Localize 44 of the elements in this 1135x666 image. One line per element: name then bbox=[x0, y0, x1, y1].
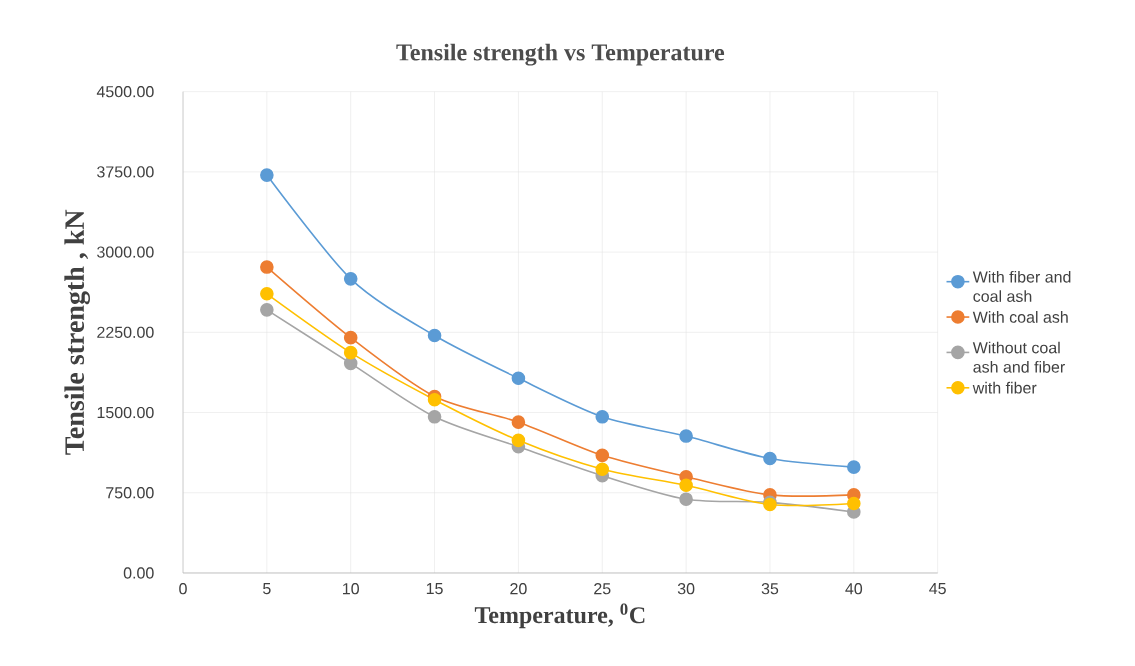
x-tick-label: 15 bbox=[426, 583, 443, 595]
point bbox=[343, 330, 358, 345]
point bbox=[260, 303, 274, 317]
point bbox=[595, 448, 610, 463]
point bbox=[679, 492, 693, 506]
point bbox=[763, 451, 777, 466]
point bbox=[260, 168, 274, 182]
point bbox=[427, 328, 442, 343]
point bbox=[847, 460, 861, 474]
x-tick-label: 30 bbox=[677, 583, 695, 595]
point bbox=[511, 371, 526, 386]
x-tick-label: 20 bbox=[510, 583, 527, 595]
x-tick-label: 5 bbox=[263, 583, 271, 595]
y-tick-label: 2250.00 bbox=[97, 326, 154, 338]
y-tick-label: 750.00 bbox=[106, 487, 154, 499]
legend-label: With fiber and coal ash bbox=[972, 270, 1071, 302]
point bbox=[679, 478, 693, 493]
y-tick-label: 4500.00 bbox=[96, 86, 154, 98]
point bbox=[679, 429, 693, 443]
chart-title: Tensile strength vs Temperature bbox=[396, 43, 725, 66]
x-tick-label: 10 bbox=[343, 583, 359, 595]
x-tick-label: 35 bbox=[761, 583, 779, 595]
point bbox=[595, 410, 610, 424]
point bbox=[260, 287, 274, 301]
point bbox=[343, 345, 358, 360]
x-tick-label: 45 bbox=[929, 583, 946, 595]
point bbox=[427, 410, 442, 424]
y-axis-title: Tensile strength , kN bbox=[64, 209, 90, 455]
point bbox=[343, 272, 358, 286]
x-tick-label: 0 bbox=[179, 583, 187, 595]
y-tick-label: 1500.00 bbox=[97, 406, 154, 419]
y-tick-label: 3000.00 bbox=[97, 246, 154, 258]
point bbox=[511, 433, 526, 448]
x-tick-label: 25 bbox=[594, 583, 611, 595]
y-tick-label: 3750.00 bbox=[97, 166, 154, 178]
y-tick-label: 0.00 bbox=[123, 567, 154, 579]
point bbox=[847, 496, 861, 511]
x-axis-title: Temperature, $^{0}$C bbox=[474, 603, 645, 629]
point bbox=[511, 415, 526, 429]
x-tick-label: 40 bbox=[845, 583, 863, 595]
legend-label: with fiber bbox=[972, 381, 1037, 394]
point bbox=[260, 260, 274, 274]
point bbox=[595, 462, 610, 477]
legend-label: With coal ash bbox=[972, 311, 1068, 323]
